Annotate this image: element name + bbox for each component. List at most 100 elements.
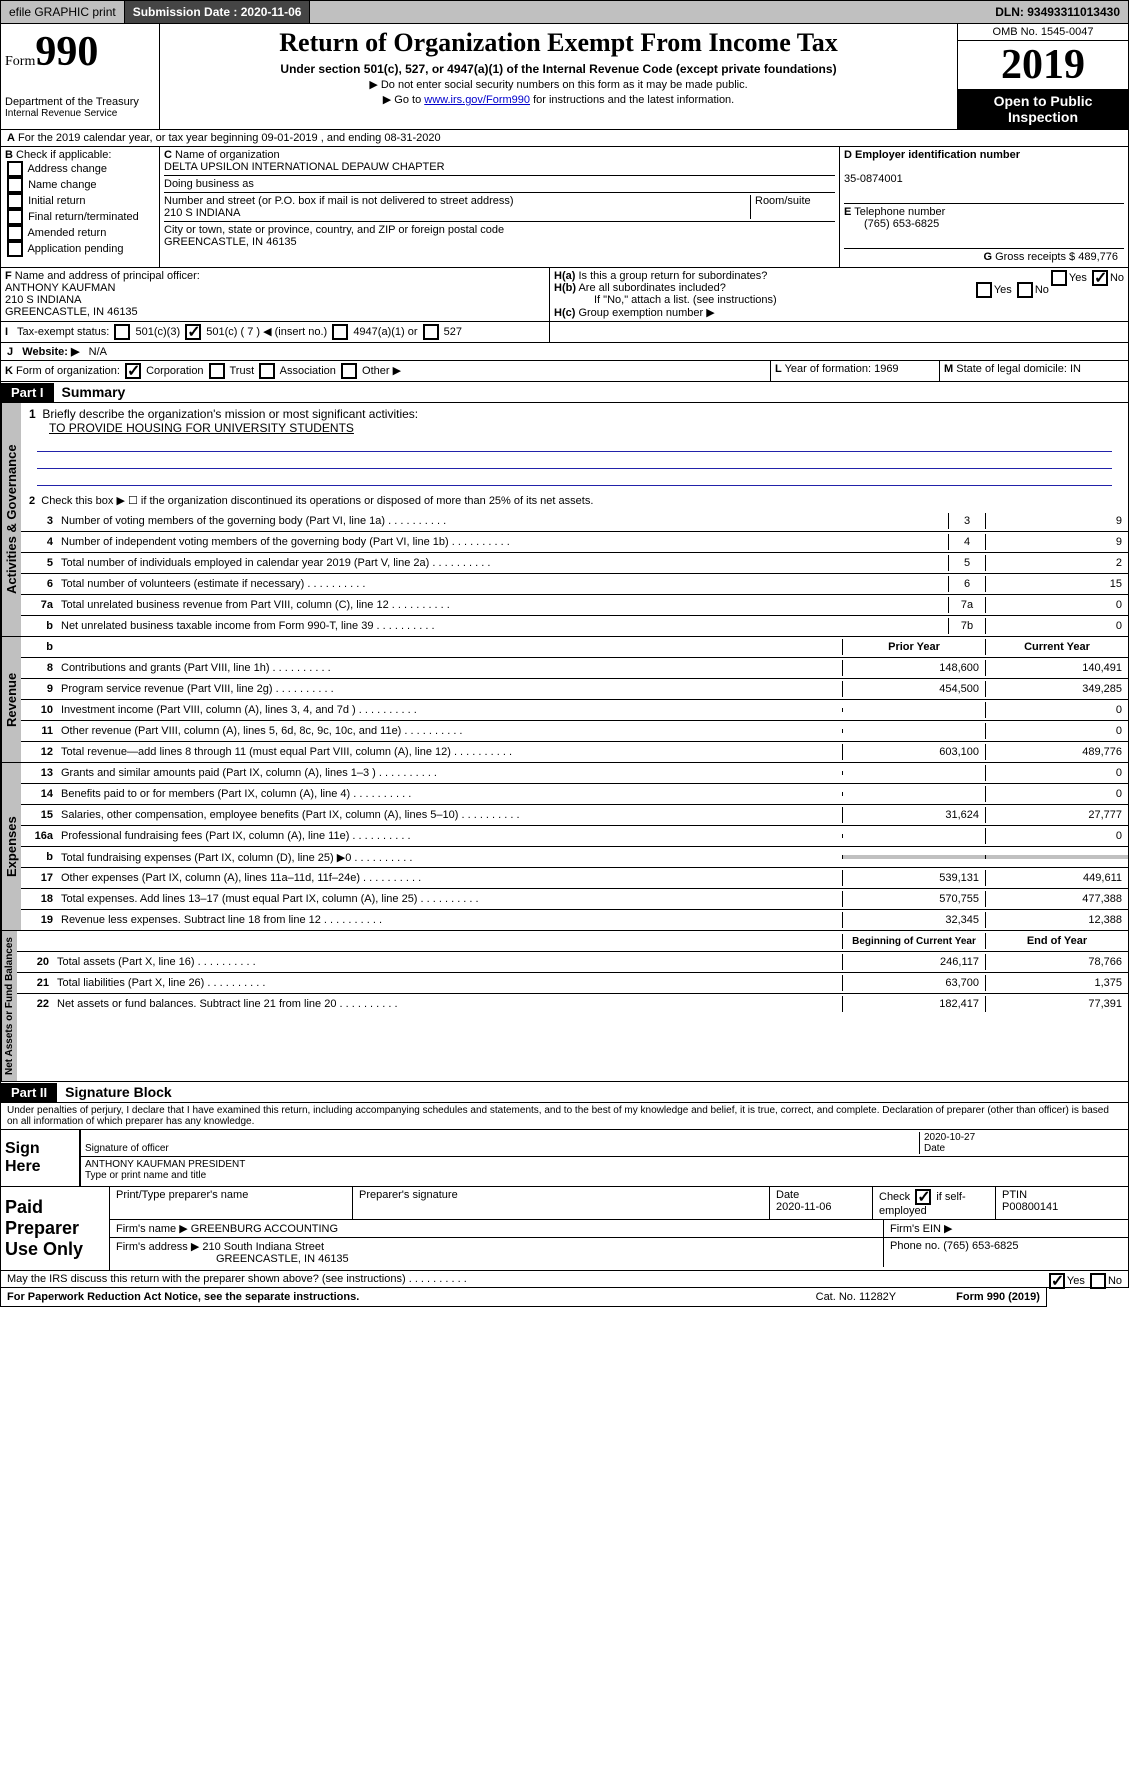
state-domicile: IN	[1070, 363, 1081, 375]
omb-number: OMB No. 1545-0047	[958, 24, 1128, 41]
table-row: 21Total liabilities (Part X, line 26)63,…	[17, 973, 1128, 994]
chk-discuss-yes[interactable]	[1049, 1273, 1065, 1289]
chk-other[interactable]	[341, 363, 357, 379]
street-address: 210 S INDIANA	[164, 207, 240, 219]
discuss-row: May the IRS discuss this return with the…	[0, 1271, 1129, 1288]
officer-block: F Name and address of principal officer:…	[0, 268, 1129, 322]
note-link: ▶ Go to www.irs.gov/Form990 for instruct…	[168, 93, 949, 106]
chk-final-return[interactable]	[7, 209, 23, 225]
form-subtitle: Under section 501(c), 527, or 4947(a)(1)…	[168, 62, 949, 76]
firm-phone: (765) 653-6825	[943, 1240, 1018, 1252]
mission-text: TO PROVIDE HOUSING FOR UNIVERSITY STUDEN…	[49, 421, 354, 435]
perjury-declaration: Under penalties of perjury, I declare th…	[0, 1103, 1129, 1130]
dln-label: DLN: 93493311013430	[987, 1, 1128, 23]
irs-label: Internal Revenue Service	[5, 108, 155, 119]
chk-501c[interactable]	[185, 324, 201, 340]
table-row: 12Total revenue—add lines 8 through 11 (…	[21, 742, 1128, 762]
vtab-expenses: Expenses	[1, 763, 21, 930]
chk-self-employed[interactable]	[915, 1189, 931, 1205]
table-row: 9Program service revenue (Part VIII, lin…	[21, 679, 1128, 700]
year-formation: 1969	[874, 363, 898, 375]
phone-value: (765) 653-6825	[864, 218, 939, 230]
vtab-governance: Activities & Governance	[1, 403, 21, 636]
tax-exempt-row: I Tax-exempt status: 501(c)(3) 501(c) ( …	[0, 322, 1129, 343]
table-row: 10Investment income (Part VIII, column (…	[21, 700, 1128, 721]
chk-501c3[interactable]	[114, 324, 130, 340]
chk-app-pending[interactable]	[7, 241, 23, 257]
table-row: 18Total expenses. Add lines 13–17 (must …	[21, 889, 1128, 910]
efile-label[interactable]: efile GRAPHIC print	[1, 1, 125, 23]
form-ref: Form 990 (2019)	[956, 1291, 1040, 1303]
table-row: 3Number of voting members of the governi…	[21, 511, 1128, 532]
preparer-name-label: Print/Type preparer's name	[110, 1187, 353, 1219]
chk-ha-yes[interactable]	[1051, 270, 1067, 286]
header-bar: efile GRAPHIC print Submission Date : 20…	[0, 0, 1129, 24]
table-row: 8Contributions and grants (Part VIII, li…	[21, 658, 1128, 679]
chk-name-change[interactable]	[7, 177, 23, 193]
city-value: GREENCASTLE, IN 46135	[164, 236, 297, 248]
form-header-row: Form990 Department of the Treasury Inter…	[0, 24, 1129, 130]
org-name: DELTA UPSILON INTERNATIONAL DEPAUW CHAPT…	[164, 161, 445, 173]
catalog-number: Cat. No. 11282Y	[816, 1291, 897, 1303]
paid-preparer-block: Paid Preparer Use Only Print/Type prepar…	[0, 1187, 1129, 1271]
col-current-year: Current Year	[985, 639, 1128, 655]
sign-here-label: Sign Here	[1, 1130, 79, 1186]
section-revenue: Revenue bPrior YearCurrent Year 8Contrib…	[0, 637, 1129, 763]
mission-label: Briefly describe the organization's miss…	[42, 407, 418, 421]
table-row: 13Grants and similar amounts paid (Part …	[21, 763, 1128, 784]
open-public-badge: Open to Public Inspection	[958, 89, 1128, 129]
subordinates-label: Are all subordinates included?	[578, 282, 725, 294]
firm-address: 210 South Indiana Street	[202, 1241, 324, 1253]
dept-label: Department of the Treasury	[5, 96, 155, 108]
table-row: 6Total number of volunteers (estimate if…	[21, 574, 1128, 595]
chk-address-change[interactable]	[7, 161, 23, 177]
chk-corp[interactable]	[125, 363, 141, 379]
firm-ein-label: Firm's EIN ▶	[890, 1223, 953, 1235]
table-row: 16aProfessional fundraising fees (Part I…	[21, 826, 1128, 847]
part2-header: Part IISignature Block	[0, 1082, 1129, 1103]
firm-name: GREENBURG ACCOUNTING	[191, 1223, 338, 1235]
table-row: 20Total assets (Part X, line 16)246,1177…	[17, 952, 1128, 973]
group-exemption-label: Group exemption number ▶	[578, 307, 714, 319]
officer-name-title: ANTHONY KAUFMAN PRESIDENT	[85, 1159, 245, 1170]
form990-link[interactable]: www.irs.gov/Form990	[424, 94, 530, 106]
city-label: City or town, state or province, country…	[164, 224, 504, 236]
phone-label: Telephone number	[854, 206, 945, 218]
chk-hb-no[interactable]	[1017, 282, 1033, 298]
table-row: 22Net assets or fund balances. Subtract …	[17, 994, 1128, 1014]
section-net-assets: Net Assets or Fund Balances Beginning of…	[0, 931, 1129, 1082]
chk-ha-no[interactable]	[1092, 270, 1108, 286]
chk-initial-return[interactable]	[7, 193, 23, 209]
chk-assoc[interactable]	[259, 363, 275, 379]
chk-4947[interactable]	[332, 324, 348, 340]
table-row: 4Number of independent voting members of…	[21, 532, 1128, 553]
chk-trust[interactable]	[209, 363, 225, 379]
sign-here-block: Sign Here Signature of officer2020-10-27…	[0, 1130, 1129, 1187]
vtab-revenue: Revenue	[1, 637, 21, 762]
form-title: Return of Organization Exempt From Incom…	[168, 28, 949, 58]
website-value: N/A	[89, 346, 107, 358]
col-begin-year: Beginning of Current Year	[842, 934, 985, 949]
tax-year: 2019	[958, 41, 1128, 89]
table-row: 15Salaries, other compensation, employee…	[21, 805, 1128, 826]
chk-amended[interactable]	[7, 225, 23, 241]
box-b-label: Check if applicable:	[16, 149, 111, 161]
section-expenses: Expenses 13Grants and similar amounts pa…	[0, 763, 1129, 931]
dba-label: Doing business as	[164, 178, 254, 190]
note-privacy: ▶ Do not enter social security numbers o…	[168, 78, 949, 91]
col-end-year: End of Year	[985, 933, 1128, 949]
preparer-sig-label: Preparer's signature	[353, 1187, 770, 1219]
officer-label: Name and address of principal officer:	[15, 270, 200, 282]
section-governance: Activities & Governance 1 Briefly descri…	[0, 403, 1129, 637]
chk-527[interactable]	[423, 324, 439, 340]
table-row: 11Other revenue (Part VIII, column (A), …	[21, 721, 1128, 742]
submission-date-button[interactable]: Submission Date : 2020-11-06	[125, 1, 311, 23]
table-row: 7aTotal unrelated business revenue from …	[21, 595, 1128, 616]
addr-label: Number and street (or P.O. box if mail i…	[164, 195, 514, 207]
org-name-label: Name of organization	[175, 149, 280, 161]
vtab-net-assets: Net Assets or Fund Balances	[1, 931, 17, 1081]
table-row: 14Benefits paid to or for members (Part …	[21, 784, 1128, 805]
chk-hb-yes[interactable]	[976, 282, 992, 298]
chk-discuss-no[interactable]	[1090, 1273, 1106, 1289]
preparer-date: 2020-11-06	[776, 1201, 831, 1213]
